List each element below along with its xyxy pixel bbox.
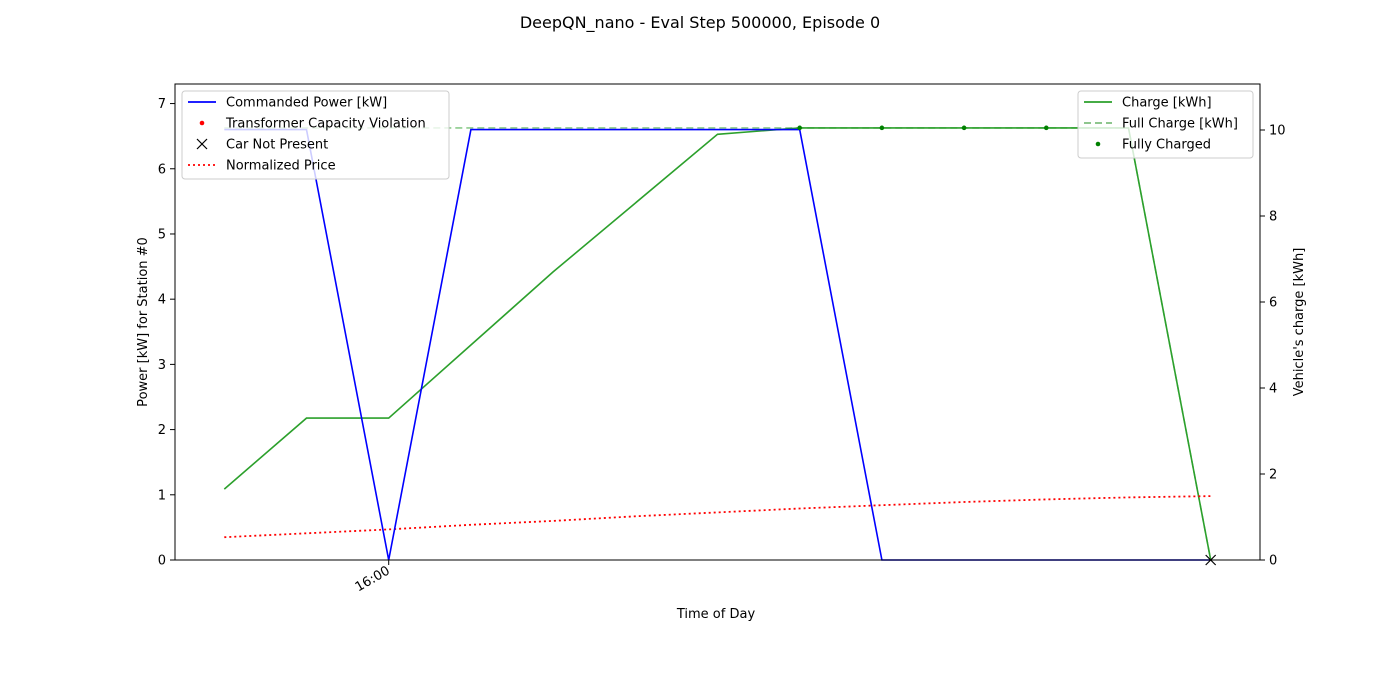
- left-y-axis-label: Power [kW] for Station #0: [136, 237, 151, 407]
- legend-label-commanded-power-kw: Commanded Power [kW]: [226, 96, 387, 111]
- axes-frame: [174, 83, 1261, 561]
- legend-left-box: [181, 90, 450, 180]
- left-y-tick-label: 1: [158, 488, 166, 503]
- right-y-tick-label: 4: [1269, 382, 1277, 397]
- chart-title: DeepQN_nano - Eval Step 500000, Episode …: [520, 13, 880, 33]
- legend-right-box: [1077, 90, 1254, 159]
- legend-swatch-transformer-capacity-violation: [199, 120, 205, 126]
- right-y-tick-label: 0: [1269, 554, 1277, 569]
- left-y-tick-label: 4: [158, 293, 166, 308]
- legend-swatch-fully-charged: [1095, 141, 1101, 147]
- legend-right: Charge [kWh] Full Charge [kWh] Fully Charg…: [1077, 90, 1254, 159]
- right-y-tick-label: 6: [1269, 296, 1277, 311]
- legend-label-fully-charged: Fully Charged: [1122, 138, 1211, 153]
- legend-label-full-charge-kwh: Full Charge [kWh]: [1122, 117, 1238, 132]
- x-axis-label: Time of Day: [676, 607, 756, 622]
- marker-x-stroke: [196, 138, 208, 150]
- left-y-tick-label: 7: [158, 97, 166, 112]
- right-y-tick-label: 8: [1269, 210, 1277, 225]
- legend-label-normalized-price: Normalized Price: [226, 159, 336, 174]
- right-y-tick-label: 2: [1269, 468, 1277, 483]
- left-y-tick-label: 5: [158, 227, 166, 242]
- legend-label-charge-kwh: Charge [kWh]: [1122, 96, 1212, 111]
- right-y-tick-label: 10: [1269, 124, 1286, 139]
- legend-swatch-car-not-present: [196, 138, 208, 150]
- right-y-axis-label: Vehicle's charge [kWh]: [1292, 248, 1307, 397]
- left-y-tick-label: 3: [158, 358, 166, 373]
- legend-label-car-not-present: Car Not Present: [226, 138, 328, 153]
- fully-charged-marker: [961, 125, 967, 131]
- legend-label-transformer-capacity-violation: Transformer Capacity Violation: [225, 117, 426, 132]
- fully-charged-marker: [1043, 125, 1049, 131]
- left-y-tick-label: 0: [158, 554, 166, 569]
- left-y-tick-label: 6: [158, 162, 166, 177]
- fully-charged-marker: [879, 125, 885, 131]
- fully-charged-marker: [797, 125, 802, 131]
- legend-left: Commanded Power [kW] Transformer Capacity…: [181, 90, 450, 180]
- left-y-tick-label: 2: [158, 423, 166, 438]
